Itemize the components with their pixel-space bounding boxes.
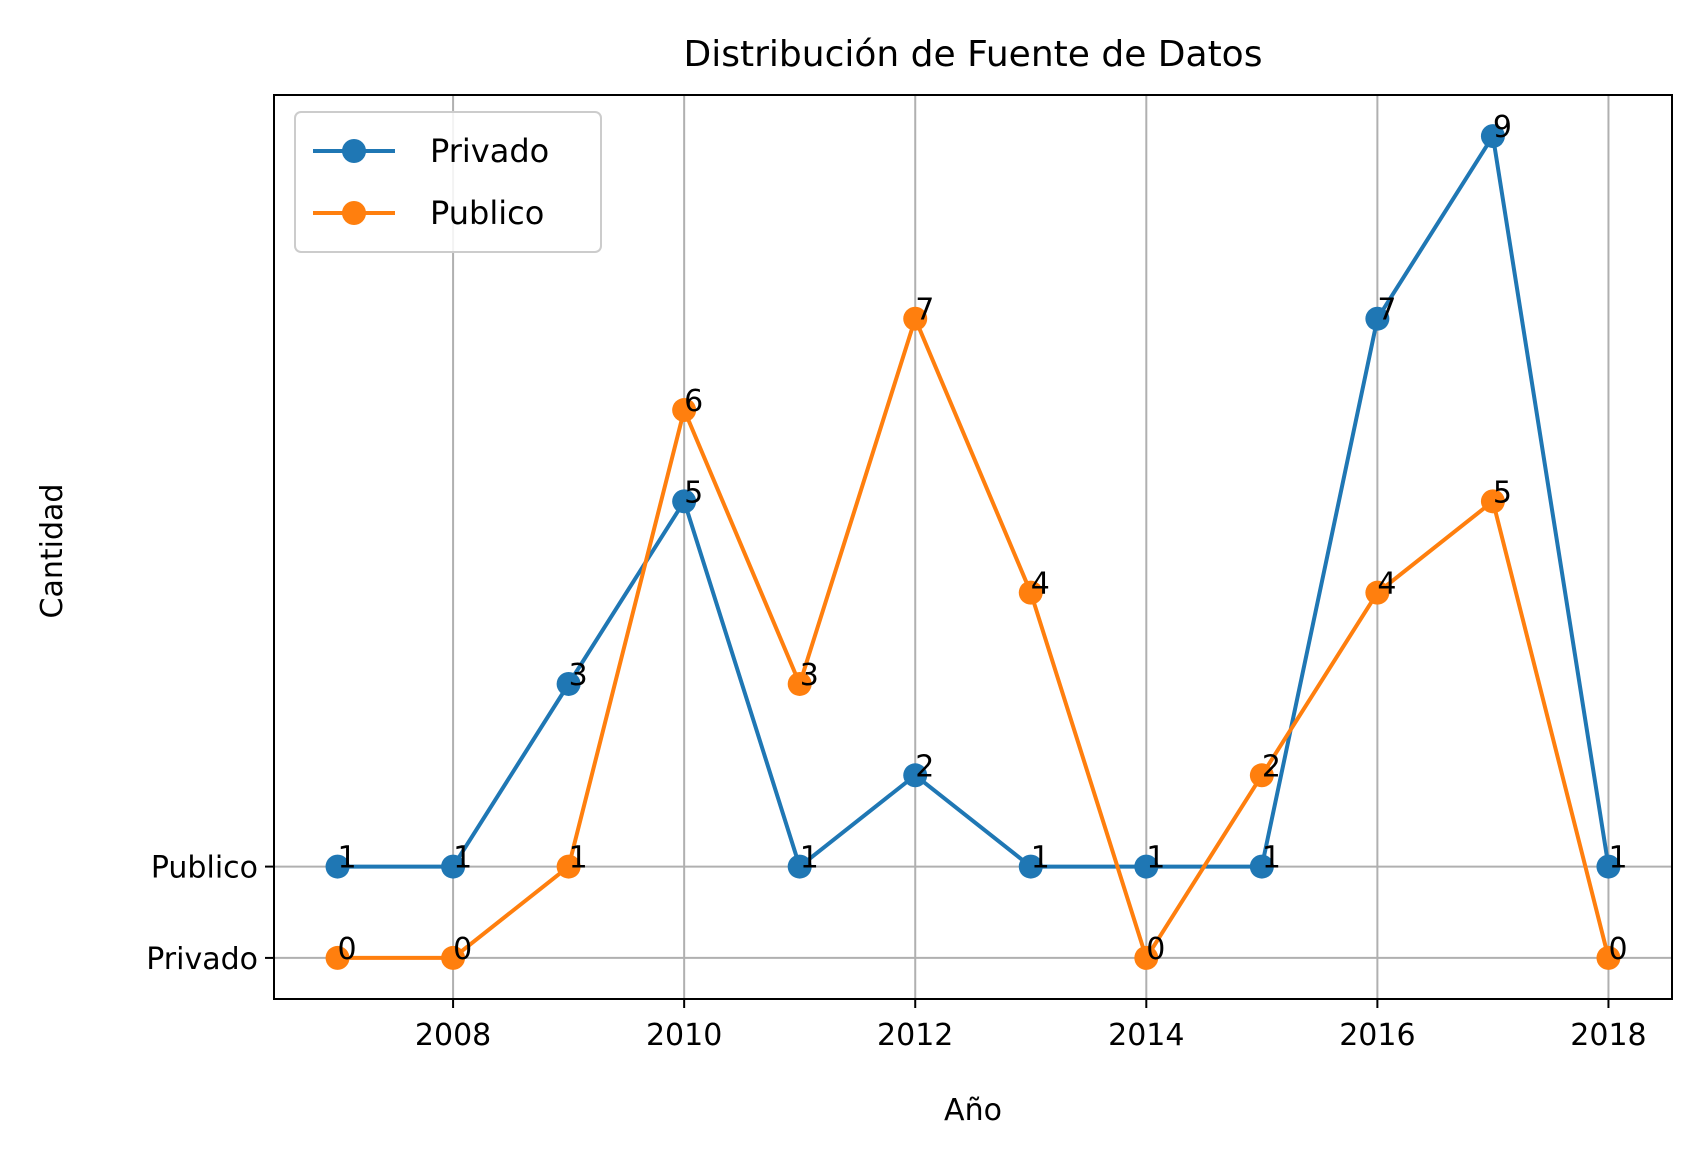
series-line-publico <box>337 316 1611 960</box>
data-label-publico-2010: 6 <box>684 384 703 419</box>
point-publico-2013 <box>1018 580 1043 605</box>
data-label-publico-2018: 0 <box>1608 932 1627 967</box>
legend-box <box>294 111 602 253</box>
point-publico-2012 <box>903 306 928 331</box>
x-tick-label-2008: 2008 <box>415 1018 491 1053</box>
data-label-publico-2008: 0 <box>453 932 472 967</box>
data-label-publico-2014: 0 <box>1146 932 1165 967</box>
point-publico-2009 <box>556 854 581 879</box>
legend-label-publico: Publico <box>430 194 544 232</box>
series-line-privado <box>337 134 1611 869</box>
x-axis-label: Año <box>944 1093 1002 1128</box>
data-label-privado-2008: 1 <box>453 841 472 876</box>
x-tick-label-2010: 2010 <box>646 1018 722 1053</box>
data-label-publico-2013: 4 <box>1031 567 1050 602</box>
series-layer <box>325 124 1621 970</box>
point-publico-2018 <box>1596 945 1621 970</box>
grid-lines <box>274 95 1672 999</box>
point-privado-2008 <box>441 854 466 879</box>
point-publico-2014 <box>1134 945 1159 970</box>
y-axis-ticks: Privado Publico <box>146 851 274 977</box>
data-label-publico-2017: 5 <box>1493 475 1512 510</box>
x-tick-label-2012: 2012 <box>877 1018 953 1053</box>
y-tick-label-0: Privado <box>146 942 258 977</box>
data-label-publico-2012: 7 <box>915 293 934 328</box>
data-label-publico-2015: 2 <box>1262 749 1281 784</box>
point-publico-2007 <box>325 945 350 970</box>
legend-marker-publico <box>342 201 366 225</box>
data-label-privado-2011: 1 <box>800 841 819 876</box>
legend-label-privado: Privado <box>430 132 549 170</box>
data-label-privado-2016: 7 <box>1377 293 1396 328</box>
x-tick-label-2018: 2018 <box>1570 1018 1646 1053</box>
data-label-publico-2016: 4 <box>1377 567 1396 602</box>
point-privado-2014 <box>1134 854 1159 879</box>
chart-title: Distribución de Fuente de Datos <box>684 34 1263 75</box>
point-publico-2017 <box>1480 489 1505 514</box>
data-label-privado-2013: 1 <box>1031 841 1050 876</box>
data-label-privado-2009: 3 <box>569 658 588 693</box>
data-label-publico-2011: 3 <box>800 658 819 693</box>
plot-area-frame <box>273 94 1673 1000</box>
point-publico-2011 <box>787 671 812 696</box>
data-label-privado-2017: 9 <box>1493 110 1512 145</box>
y-tick-label-1: Publico <box>151 851 258 886</box>
x-axis-ticks: 2008 2010 2012 2014 2016 2018 <box>415 999 1647 1053</box>
point-publico-2016 <box>1365 580 1390 605</box>
legend-marker-privado <box>342 139 366 163</box>
legend-items: Privado Publico <box>313 132 549 232</box>
point-privado-2016 <box>1365 306 1390 331</box>
data-label-privado-2018: 1 <box>1608 841 1627 876</box>
point-privado-2009 <box>556 671 581 696</box>
point-privado-2018 <box>1596 854 1621 879</box>
point-privado-2013 <box>1018 854 1043 879</box>
point-privado-2017 <box>1480 124 1505 149</box>
point-privado-2010 <box>672 489 697 514</box>
data-label-privado-2012: 2 <box>915 749 934 784</box>
data-label-privado-2014: 1 <box>1146 841 1165 876</box>
data-label-publico-2009: 1 <box>569 841 588 876</box>
point-publico-2015 <box>1249 763 1274 788</box>
point-privado-2011 <box>787 854 812 879</box>
x-tick-label-2014: 2014 <box>1108 1018 1184 1053</box>
point-privado-2015 <box>1249 854 1274 879</box>
point-privado-2012 <box>903 763 928 788</box>
point-publico-2008 <box>441 945 466 970</box>
y-axis-label: Cantidad <box>35 484 70 619</box>
data-label-privado-2015: 1 <box>1262 841 1281 876</box>
data-label-privado-2010: 5 <box>684 475 703 510</box>
x-tick-label-2016: 2016 <box>1339 1018 1415 1053</box>
data-label-privado-2007: 1 <box>338 841 357 876</box>
point-publico-2010 <box>672 398 697 423</box>
point-privado-2007 <box>325 854 350 879</box>
legend: Privado Publico <box>294 111 602 253</box>
data-label-publico-2007: 0 <box>338 932 357 967</box>
